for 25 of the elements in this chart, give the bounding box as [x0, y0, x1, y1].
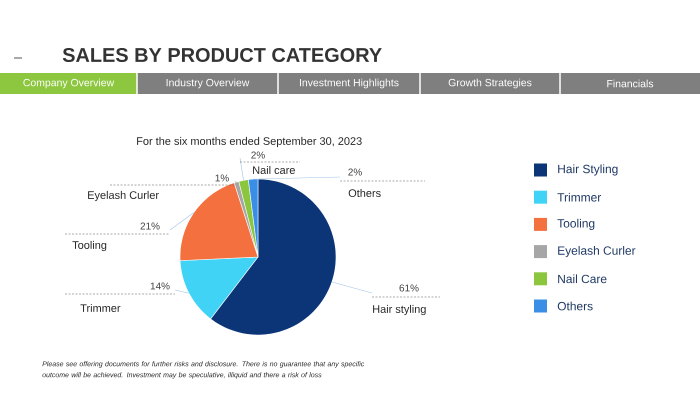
text: Company Overview	[23, 78, 114, 88]
legend-label: Eyelash Curler	[558, 246, 636, 258]
chart-subtitle: For the six months ended September 30, 2023	[137, 136, 362, 148]
chart-title: SALES BY PRODUCT CATEGORY	[62, 48, 382, 62]
text: Hair styling	[373, 304, 426, 316]
legend-label: Others	[558, 302, 593, 310]
legend-label: Hair Styling	[558, 164, 618, 176]
data-label: 2%	[251, 151, 265, 159]
text: Investment Highlights	[300, 78, 399, 88]
text: Nail care	[253, 166, 295, 174]
text: Industry Overview	[166, 78, 250, 88]
text: Eyelash Curler	[88, 190, 159, 202]
text: Trimmer	[80, 304, 120, 312]
data-label: 21%	[140, 222, 160, 230]
text: Financials	[607, 80, 654, 88]
data-label: 1%	[216, 174, 229, 182]
legend-label: Trimmer	[557, 192, 602, 202]
text: Others	[348, 188, 381, 198]
data-label: 14%	[150, 282, 170, 290]
data-label: 61%	[400, 284, 419, 292]
legend-label: Nail Care	[558, 274, 606, 284]
data-label: 2%	[348, 168, 362, 176]
legend-label: Tooling	[557, 218, 594, 230]
text: Tooling	[72, 240, 106, 252]
text: Growth Strategies	[448, 78, 532, 88]
